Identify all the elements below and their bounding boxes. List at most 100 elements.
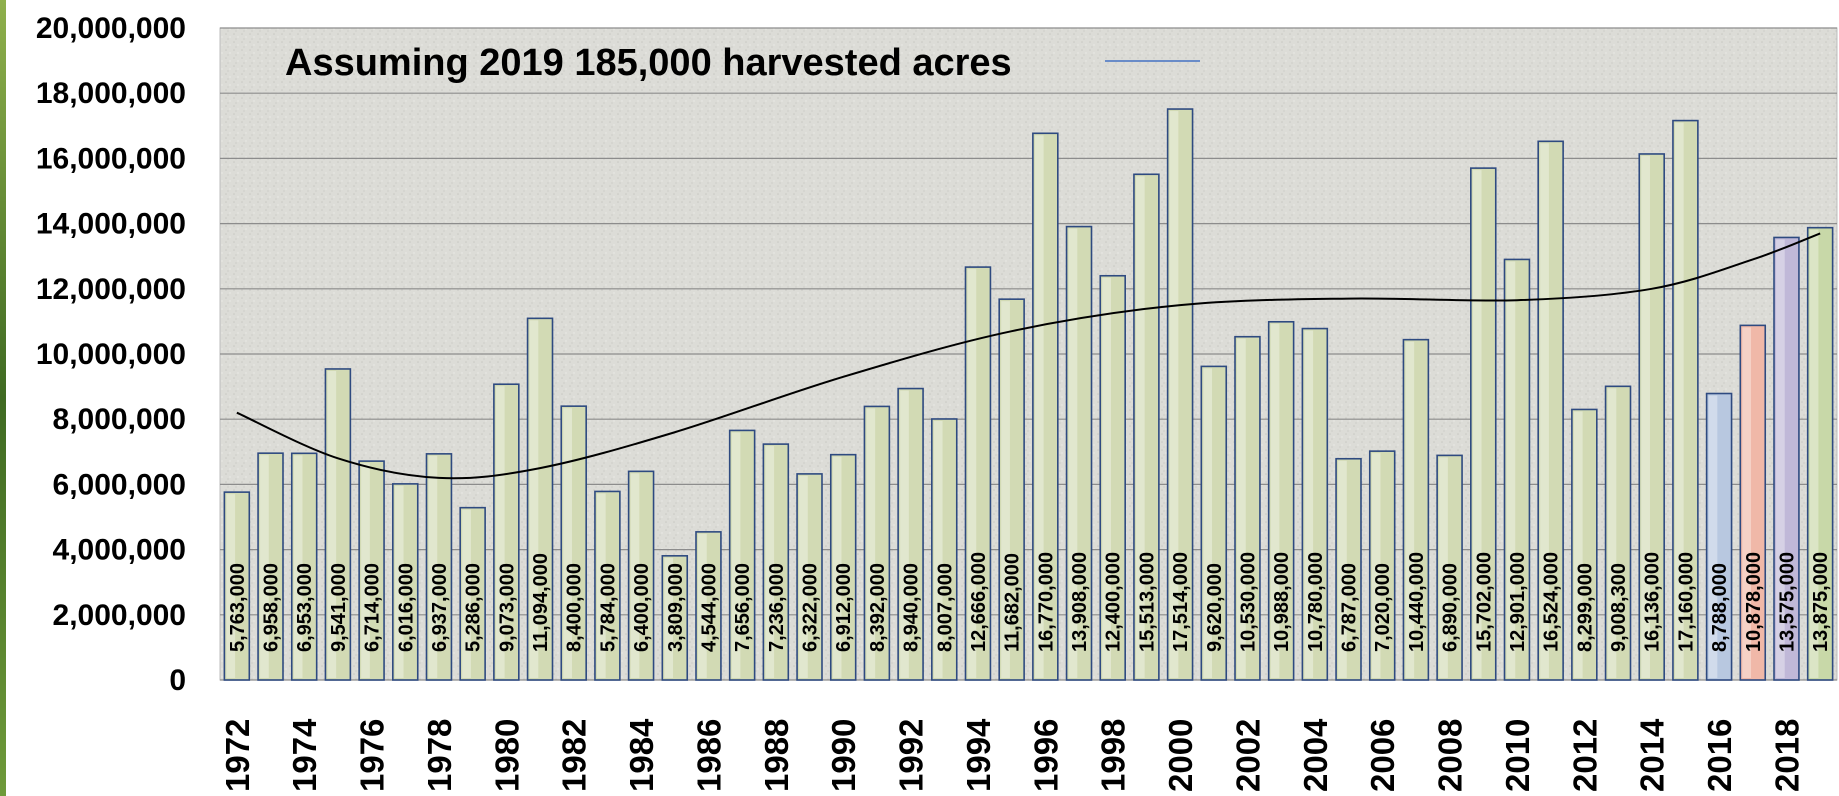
bar-2016 xyxy=(1705,392,1733,681)
bar-highlight-2015 xyxy=(1674,122,1684,679)
data-label-1990: 6,912,000 xyxy=(833,563,855,652)
bar-1986 xyxy=(695,531,722,681)
data-label-1975: 9,541,000 xyxy=(328,563,350,652)
y-tick-label: 10,000,000 xyxy=(36,338,186,371)
data-labels: 5,763,000 6,958,000 6,953,000 9,541,000 6,71… xyxy=(227,552,1832,652)
bar-1993 xyxy=(931,418,958,681)
bar-highlight-1996 xyxy=(1034,135,1044,679)
data-label-2017: 10,878,000 xyxy=(1743,552,1765,652)
bar-highlight-1993 xyxy=(933,420,943,678)
data-label-2008: 6,890,000 xyxy=(1440,563,1462,652)
bar-1992 xyxy=(897,387,924,681)
bar-highlight-1988 xyxy=(765,446,775,678)
data-label-1994: 12,666,000 xyxy=(968,552,990,652)
x-tick-label-1984: 1984 xyxy=(623,718,660,792)
x-tick-label-1986: 1986 xyxy=(690,719,727,792)
bar-1982 xyxy=(560,405,587,681)
legend-label: Assuming 2019 185,000 harvested acres xyxy=(285,42,1012,84)
x-tick-label-1976: 1976 xyxy=(354,719,391,792)
data-label-2007: 10,440,000 xyxy=(1406,552,1428,652)
bar-highlight-2008 xyxy=(1439,457,1448,678)
y-tick-label: 16,000,000 xyxy=(36,142,186,175)
data-label-1972: 5,763,000 xyxy=(227,563,249,652)
data-label-1974: 6,953,000 xyxy=(294,563,316,652)
data-label-2012: 8,299,000 xyxy=(1574,563,1596,652)
data-label-2009: 15,702,000 xyxy=(1473,552,1495,652)
bar-highlight-1992 xyxy=(900,390,909,678)
bar-1999 xyxy=(1133,173,1160,681)
bar-highlight-2006 xyxy=(1371,453,1381,678)
x-tick-label-1992: 1992 xyxy=(893,719,930,792)
data-label-1998: 12,400,000 xyxy=(1103,552,1125,652)
data-label-1991: 8,392,000 xyxy=(867,563,889,652)
data-label-1985: 3,809,000 xyxy=(665,563,687,652)
data-label-2018: 13,575,000 xyxy=(1776,552,1798,652)
data-label-1996: 16,770,000 xyxy=(1035,552,1057,652)
x-tick-label-2004: 2004 xyxy=(1297,718,1334,792)
x-tick-label-1994: 1994 xyxy=(960,718,997,792)
bar-highlight-2012 xyxy=(1573,411,1583,678)
data-label-1981: 11,094,000 xyxy=(530,553,552,652)
bar-highlight-1978 xyxy=(428,455,438,678)
bar-highlight-1976 xyxy=(361,463,370,678)
trendline xyxy=(236,232,1821,480)
y-tick-label: 6,000,000 xyxy=(53,468,186,501)
bar-2015 xyxy=(1672,119,1699,681)
bar-highlight-2017 xyxy=(1742,327,1752,678)
bar-highlight-1983 xyxy=(596,493,606,678)
data-label-2015: 17,160,000 xyxy=(1675,552,1697,652)
bars xyxy=(223,108,1834,681)
y-tick-label: 2,000,000 xyxy=(53,599,186,632)
bar-2004 xyxy=(1301,327,1329,681)
bar-1998 xyxy=(1099,274,1126,681)
bar-highlight-2019 xyxy=(1809,229,1819,679)
y-tick-label: 18,000,000 xyxy=(36,77,186,110)
data-label-2001: 9,620,000 xyxy=(1204,563,1226,652)
bar-1972 xyxy=(223,491,251,681)
data-label-2011: 16,524,000 xyxy=(1541,552,1563,652)
data-label-2014: 16,136,000 xyxy=(1642,552,1664,652)
data-label-1986: 4,544,000 xyxy=(698,563,720,652)
bar-highlight-1989 xyxy=(799,475,808,678)
bar-highlight-1991 xyxy=(866,408,876,678)
gridlines xyxy=(220,27,1837,681)
bar-2012 xyxy=(1571,408,1598,681)
y-tick-label: 20,000,000 xyxy=(36,12,186,45)
bar-highlight-2005 xyxy=(1338,460,1347,678)
bar-highlight-1977 xyxy=(394,485,404,678)
data-label-2005: 6,787,000 xyxy=(1339,563,1361,652)
bar-2007 xyxy=(1402,338,1430,681)
bar-2011 xyxy=(1537,140,1564,681)
bar-2013 xyxy=(1604,385,1632,681)
bar-highlight-1990 xyxy=(832,456,842,678)
bar-2010 xyxy=(1503,258,1531,681)
bar-1981 xyxy=(526,317,554,681)
data-label-1973: 6,958,000 xyxy=(261,563,283,652)
bar-1988 xyxy=(762,443,790,681)
bar-1975 xyxy=(324,368,352,681)
bar-2003 xyxy=(1267,320,1295,681)
bar-highlight-2002 xyxy=(1237,338,1246,678)
x-tick-label-2010: 2010 xyxy=(1499,719,1536,792)
bar-1985 xyxy=(661,555,689,681)
x-tick-label-2000: 2000 xyxy=(1162,719,1199,792)
bar-highlight-1972 xyxy=(226,494,236,678)
bar-highlight-1994 xyxy=(967,269,977,678)
bar-1976 xyxy=(358,460,385,681)
x-tick-label-1978: 1978 xyxy=(421,719,458,792)
data-label-2013: 9,008,300 xyxy=(1608,563,1630,652)
x-tick-label-2018: 2018 xyxy=(1768,719,1805,792)
y-tick-label: 12,000,000 xyxy=(36,273,186,306)
bar-1983 xyxy=(594,490,621,681)
data-label-2019: 13,875,000 xyxy=(1810,552,1832,652)
bar-1974 xyxy=(290,452,318,681)
bar-1990 xyxy=(829,453,857,681)
y-tick-label: 8,000,000 xyxy=(53,403,186,436)
bar-highlight-2018 xyxy=(1776,239,1785,678)
bar-highlight-2011 xyxy=(1540,143,1549,678)
data-label-1982: 8,400,000 xyxy=(564,563,586,652)
bar-highlight-2003 xyxy=(1270,323,1280,678)
bar-highlight-2007 xyxy=(1405,341,1415,678)
data-label-1984: 6,400,000 xyxy=(631,563,653,652)
